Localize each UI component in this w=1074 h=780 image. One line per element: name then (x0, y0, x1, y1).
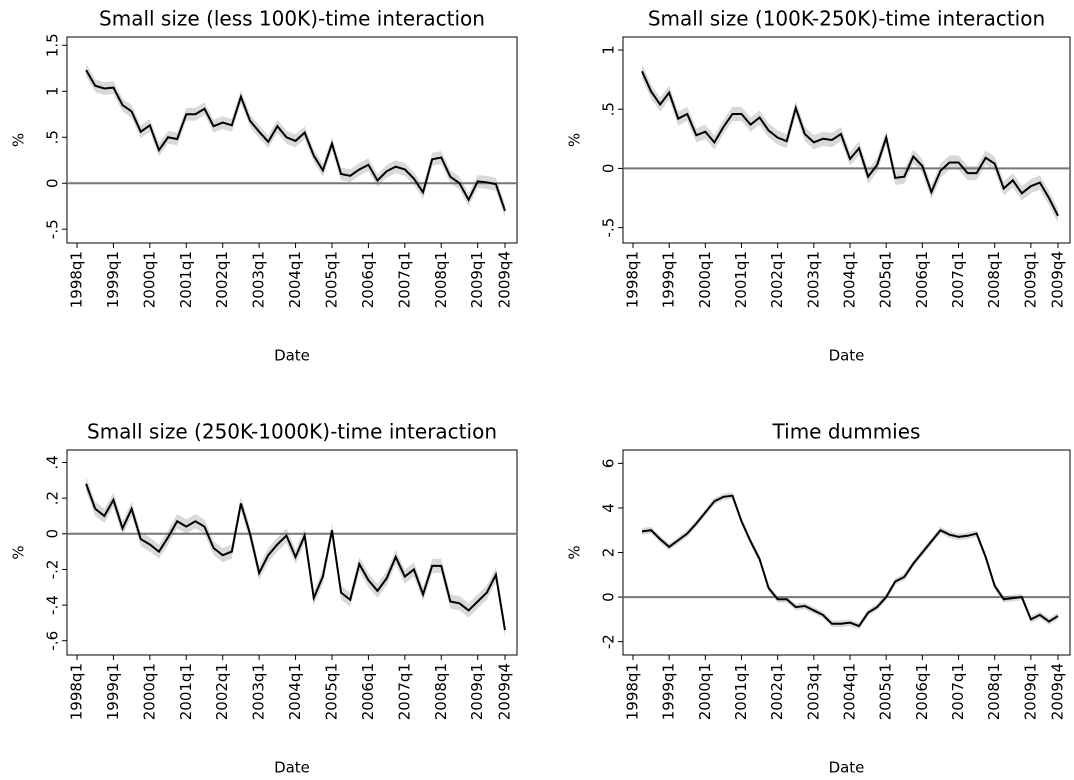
x-tick-label: 2001q1 (732, 251, 750, 308)
x-tick-label: 2007q1 (395, 663, 413, 720)
x-tick-label: 2008q1 (985, 251, 1003, 308)
x-tick-label: 2004q1 (841, 251, 859, 308)
x-tick-label: 2009q4 (496, 251, 514, 308)
plot-frame (66, 36, 518, 244)
x-tick-label: 1998q1 (68, 663, 86, 720)
x-tick-label: 2002q1 (213, 251, 231, 308)
series-line (85, 69, 506, 212)
y-tick-label: .4 (44, 455, 62, 469)
panel: Time dummies -2 0 2 4 6% 1998q1 1999q1 2000q1 200… (566, 420, 1071, 777)
x-tick-label: 2000q1 (140, 251, 158, 308)
x-tick-label: 1998q1 (624, 251, 642, 308)
chart-title: Small size (100K-250K)-time interaction (648, 7, 1045, 31)
x-tick-label: 1999q1 (104, 663, 122, 720)
x-tick-label: 2004q1 (286, 251, 304, 308)
y-axis-label: % (566, 133, 584, 147)
x-tick-label: 2001q1 (732, 663, 750, 720)
x-tick-label: 2008q1 (985, 663, 1003, 720)
x-tick-label: 2007q1 (949, 663, 967, 720)
y-tick-label: .2 (44, 491, 62, 505)
y-tick-label: 1 (600, 45, 618, 55)
x-tick-label: 1999q1 (660, 251, 678, 308)
y-tick-label: .5 (44, 130, 62, 144)
x-tick-label: 2009q4 (1049, 663, 1067, 720)
x-tick-label: 2005q1 (322, 251, 340, 308)
x-tick-label: 2002q1 (213, 663, 231, 720)
y-tick-label: 1.5 (44, 33, 62, 57)
x-tick-label: 1998q1 (68, 251, 86, 308)
x-tick-label: 2009q4 (1049, 251, 1067, 308)
y-axis-label: % (566, 545, 584, 559)
x-tick-label: 2005q1 (322, 663, 340, 720)
plot-frame (622, 36, 1071, 244)
x-tick-label: 2007q1 (949, 251, 967, 308)
chart-title: Time dummies (772, 420, 921, 444)
x-tick-label: 2001q1 (177, 663, 195, 720)
x-axis-label: Date (274, 347, 310, 365)
y-tick-label: -2 (600, 634, 618, 649)
x-tick-label: 2008q1 (432, 663, 450, 720)
y-tick-label: -.4 (44, 595, 62, 615)
x-tick-label: 2006q1 (359, 663, 377, 720)
x-tick-label: 2008q1 (432, 251, 450, 308)
x-tick-label: 2003q1 (250, 663, 268, 720)
x-tick-label: 2004q1 (286, 663, 304, 720)
x-tick-label: 2009q4 (496, 663, 514, 720)
x-tick-label: 2009q1 (468, 663, 486, 720)
y-tick-label: 1 (44, 86, 62, 96)
x-tick-label: 2003q1 (804, 663, 822, 720)
y-tick-label: -.5 (600, 218, 618, 238)
plot-frame (66, 449, 518, 656)
panel: Small size (less 100K)-time interaction -… (10, 7, 518, 365)
y-axis-label: % (10, 545, 28, 559)
x-tick-label: 1999q1 (660, 663, 678, 720)
y-tick-label: -.5 (44, 219, 62, 239)
x-tick-label: 2002q1 (768, 251, 786, 308)
series-line (641, 70, 1059, 217)
y-tick-label: 6 (600, 459, 618, 469)
y-tick-label: 0 (44, 178, 62, 188)
x-axis-label: Date (829, 347, 865, 365)
series-line (85, 483, 506, 631)
y-tick-label: 0 (600, 592, 618, 602)
x-tick-label: 2005q1 (877, 251, 895, 308)
x-tick-label: 2005q1 (877, 663, 895, 720)
x-tick-label: 2004q1 (841, 663, 859, 720)
x-tick-label: 1999q1 (104, 251, 122, 308)
x-tick-label: 2003q1 (250, 251, 268, 308)
y-tick-label: 2 (600, 548, 618, 558)
x-tick-label: 2009q1 (468, 251, 486, 308)
panel: Small size (100K-250K)-time interaction -… (566, 7, 1071, 365)
chart-title: Small size (less 100K)-time interaction (99, 7, 485, 31)
x-tick-label: 2000q1 (696, 663, 714, 720)
x-axis-label: Date (829, 759, 865, 777)
panel: Small size (250K-1000K)-time interaction… (10, 420, 518, 777)
x-tick-label: 1998q1 (624, 663, 642, 720)
y-tick-label: 4 (600, 503, 618, 513)
x-tick-label: 2007q1 (395, 251, 413, 308)
x-tick-label: 2002q1 (768, 663, 786, 720)
x-axis-label: Date (274, 759, 310, 777)
y-tick-label: .5 (600, 102, 618, 116)
x-tick-label: 2000q1 (140, 663, 158, 720)
y-axis-label: % (10, 133, 28, 147)
x-tick-label: 2000q1 (696, 251, 714, 308)
x-tick-label: 2003q1 (804, 251, 822, 308)
y-tick-label: 0 (44, 529, 62, 539)
y-tick-label: 0 (600, 164, 618, 174)
x-tick-label: 2009q1 (1021, 663, 1039, 720)
chart-title: Small size (250K-1000K)-time interaction (87, 420, 497, 444)
series-line (641, 494, 1059, 628)
x-tick-label: 2001q1 (177, 251, 195, 308)
x-tick-label: 2009q1 (1021, 251, 1039, 308)
x-tick-label: 2006q1 (359, 251, 377, 308)
y-tick-label: -.6 (44, 631, 62, 651)
x-tick-label: 2006q1 (913, 251, 931, 308)
x-tick-label: 2006q1 (913, 663, 931, 720)
confidence-band (642, 64, 1058, 223)
y-tick-label: -.2 (44, 560, 62, 580)
